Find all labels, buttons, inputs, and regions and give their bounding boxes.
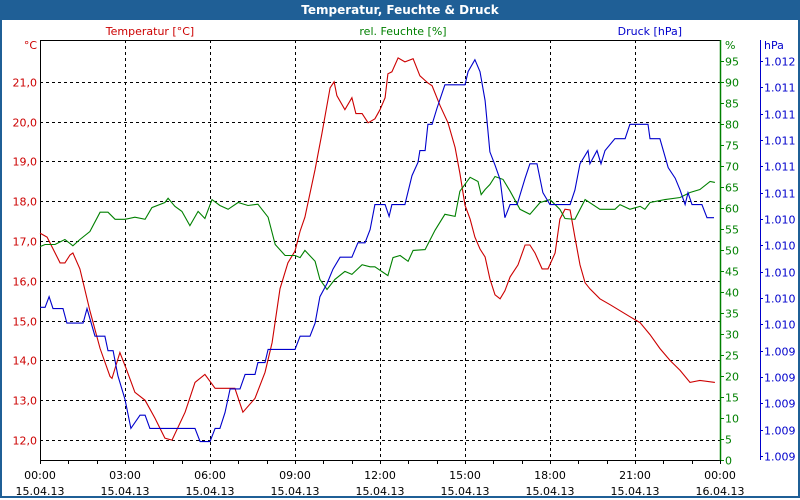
x-tick-date: 15.04.13 bbox=[441, 485, 490, 498]
temp-tick-label: 21,0 bbox=[13, 77, 38, 90]
press-tick-label: 1.011 bbox=[764, 82, 796, 95]
pressure-series-line bbox=[40, 58, 714, 443]
temp-tick-label: 17,0 bbox=[13, 236, 38, 249]
press-tick-label: 1.011 bbox=[764, 135, 796, 148]
press-unit: hPa bbox=[764, 39, 784, 52]
x-tick-time: 09:00 bbox=[279, 469, 311, 482]
temperature-series-line bbox=[39, 57, 715, 441]
press-tick-label: 1.010 bbox=[764, 267, 796, 280]
hum-tick-label: 30 bbox=[725, 329, 739, 342]
press-tick-label: 1.011 bbox=[764, 188, 796, 201]
hum-unit: % bbox=[725, 39, 735, 52]
hum-tick-label: 75 bbox=[725, 140, 739, 153]
hum-tick-label: 20 bbox=[725, 371, 739, 384]
x-tick-time: 12:00 bbox=[364, 469, 396, 482]
hum-tick-label: 70 bbox=[725, 161, 739, 174]
x-tick-date: 15.04.13 bbox=[611, 485, 660, 498]
press-tick-label: 1.012 bbox=[764, 56, 796, 69]
hum-tick-label: 65 bbox=[725, 182, 739, 195]
x-tick-date: 15.04.13 bbox=[186, 485, 235, 498]
temp-tick-label: 15,0 bbox=[13, 316, 38, 329]
x-tick-time: 06:00 bbox=[194, 469, 226, 482]
humidity-series-line bbox=[39, 175, 716, 291]
temp-unit: °C bbox=[24, 39, 38, 52]
hum-tick-label: 90 bbox=[725, 77, 739, 90]
press-tick-label: 1.009 bbox=[764, 372, 796, 385]
hum-tick-label: 95 bbox=[725, 56, 739, 69]
temp-tick-label: 12,0 bbox=[13, 435, 38, 448]
x-tick-date: 15.04.13 bbox=[526, 485, 575, 498]
x-tick-time: 00:00 bbox=[704, 469, 736, 482]
hum-tick-label: 50 bbox=[725, 245, 739, 258]
press-tick-label: 1.010 bbox=[764, 293, 796, 306]
temp-tick-label: 19,0 bbox=[13, 156, 38, 169]
hum-tick-label: 0 bbox=[725, 455, 732, 468]
temp-tick-label: 13,0 bbox=[13, 395, 38, 408]
press-tick-label: 1.009 bbox=[764, 425, 796, 438]
temp-tick-label: 20,0 bbox=[13, 117, 38, 130]
hum-tick-label: 55 bbox=[725, 224, 739, 237]
hum-tick-label: 45 bbox=[725, 266, 739, 279]
x-tick-time: 15:00 bbox=[449, 469, 481, 482]
temp-tick-label: 18,0 bbox=[13, 196, 38, 209]
hum-tick-label: 5 bbox=[725, 434, 732, 447]
x-tick-date: 15.04.13 bbox=[356, 485, 405, 498]
x-tick-time: 18:00 bbox=[534, 469, 566, 482]
window-title: Temperatur, Feuchte & Druck bbox=[0, 0, 800, 20]
legend-hum: rel. Feuchte [%] bbox=[359, 25, 446, 38]
x-tick-time: 00:00 bbox=[24, 469, 56, 482]
x-tick-date: 15.04.13 bbox=[16, 485, 65, 498]
press-tick-label: 1.010 bbox=[764, 319, 796, 332]
hum-tick-label: 25 bbox=[725, 350, 739, 363]
press-tick-label: 1.010 bbox=[764, 240, 796, 253]
hum-tick-label: 15 bbox=[725, 392, 739, 405]
press-tick-label: 1.011 bbox=[764, 109, 796, 122]
hum-tick-label: 35 bbox=[725, 308, 739, 321]
hum-tick-label: 10 bbox=[725, 413, 739, 426]
press-tick-label: 1.009 bbox=[764, 398, 796, 411]
x-tick-date: 16.04.13 bbox=[696, 485, 745, 498]
hum-tick-label: 40 bbox=[725, 287, 739, 300]
hum-tick-label: 60 bbox=[725, 203, 739, 216]
x-tick-date: 15.04.13 bbox=[271, 485, 320, 498]
temp-tick-label: 14,0 bbox=[13, 355, 38, 368]
x-tick-date: 15.04.13 bbox=[101, 485, 150, 498]
press-tick-label: 1.011 bbox=[764, 161, 796, 174]
hum-tick-label: 80 bbox=[725, 119, 739, 132]
x-tick-time: 21:00 bbox=[619, 469, 651, 482]
x-tick-time: 03:00 bbox=[109, 469, 141, 482]
temp-tick-label: 16,0 bbox=[13, 276, 38, 289]
press-tick-label: 1.010 bbox=[764, 214, 796, 227]
press-tick-label: 1.009 bbox=[764, 451, 796, 464]
press-tick-label: 1.009 bbox=[764, 346, 796, 359]
legend-temp: Temperatur [°C] bbox=[105, 25, 194, 38]
legend-press: Druck [hPa] bbox=[618, 25, 682, 38]
hum-tick-label: 85 bbox=[725, 98, 739, 111]
